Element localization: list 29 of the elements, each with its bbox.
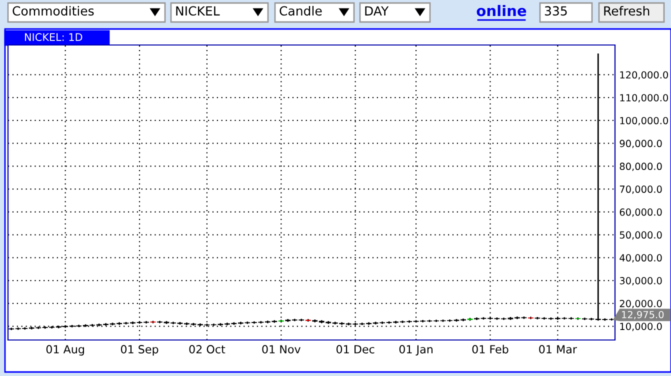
x-tick-label: 01 Sep — [120, 345, 158, 356]
text: DAY — [365, 6, 389, 16]
text: Candle — [280, 6, 322, 16]
x-tick-label: 01 Nov — [262, 345, 300, 354]
x-tick-label: 01 Jan — [399, 345, 432, 356]
text: 335 — [544, 6, 567, 16]
y-tick-label: 90,000.0 — [620, 140, 662, 148]
y-tick-label: 110,000.0 — [620, 94, 668, 102]
text: 12,975.0 — [622, 310, 664, 320]
text: Refresh — [604, 6, 650, 16]
text: online — [476, 4, 526, 16]
x-tick-label: 01 Aug — [46, 345, 84, 356]
y-tick-label: 30,000.0 — [620, 277, 662, 286]
y-tick-label: 10,000.0 — [620, 322, 662, 332]
y-tick-label: 100,000.0 — [620, 116, 668, 126]
y-tick-label: 120,000.0 — [620, 71, 668, 80]
chart-title: NICKEL: 1D — [25, 33, 82, 42]
y-tick-label: 60,000.0 — [620, 208, 662, 217]
y-tick-label: 80,000.0 — [620, 162, 662, 172]
y-tick-label: 40,000.0 — [620, 254, 662, 262]
x-tick-label: 01 Mar — [539, 345, 577, 354]
y-tick-label: 50,000.0 — [620, 231, 662, 240]
x-tick-label: 02 Oct — [189, 345, 226, 354]
x-tick-label: 01 Dec — [336, 345, 374, 354]
text: NICKEL — [176, 6, 220, 16]
x-tick-label: 01 Feb — [472, 344, 508, 354]
y-tick-label: 20,000.0 — [620, 300, 662, 308]
text: Commodities — [12, 6, 94, 16]
y-tick-label: 70,000.0 — [620, 186, 662, 194]
